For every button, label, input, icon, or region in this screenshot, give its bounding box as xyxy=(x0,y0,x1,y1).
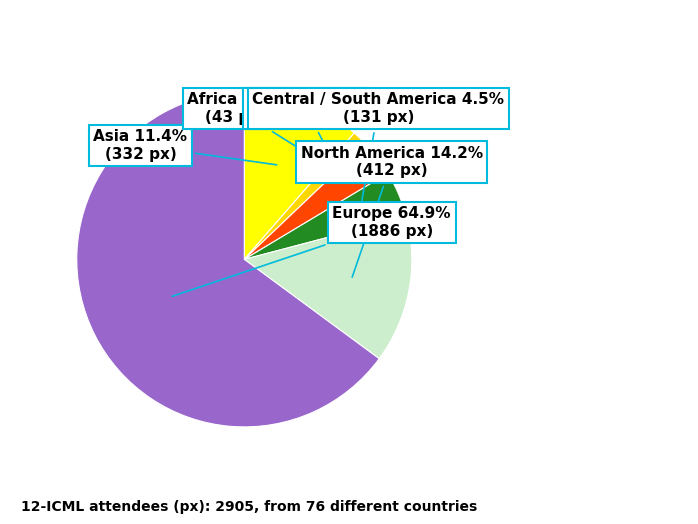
Wedge shape xyxy=(244,92,355,259)
Wedge shape xyxy=(244,144,388,259)
Text: Europe 64.9%
(1886 px): Europe 64.9% (1886 px) xyxy=(172,206,451,296)
Text: 12-ICML attendees (px): 2905, from 76 different countries: 12-ICML attendees (px): 2905, from 76 di… xyxy=(21,499,477,514)
Wedge shape xyxy=(244,173,406,259)
Wedge shape xyxy=(77,92,379,427)
Text: Africa 1.5%
(43 px): Africa 1.5% (43 px) xyxy=(187,92,329,167)
Text: North America 14.2%
(412 px): North America 14.2% (412 px) xyxy=(301,146,483,277)
Wedge shape xyxy=(244,133,366,259)
Text: Oceania 3.5%
(101 px): Oceania 3.5% (101 px) xyxy=(248,92,364,181)
Wedge shape xyxy=(244,217,412,359)
Text: Central / South America 4.5%
(131 px): Central / South America 4.5% (131 px) xyxy=(252,92,505,208)
Text: Asia 11.4%
(332 px): Asia 11.4% (332 px) xyxy=(94,129,277,165)
